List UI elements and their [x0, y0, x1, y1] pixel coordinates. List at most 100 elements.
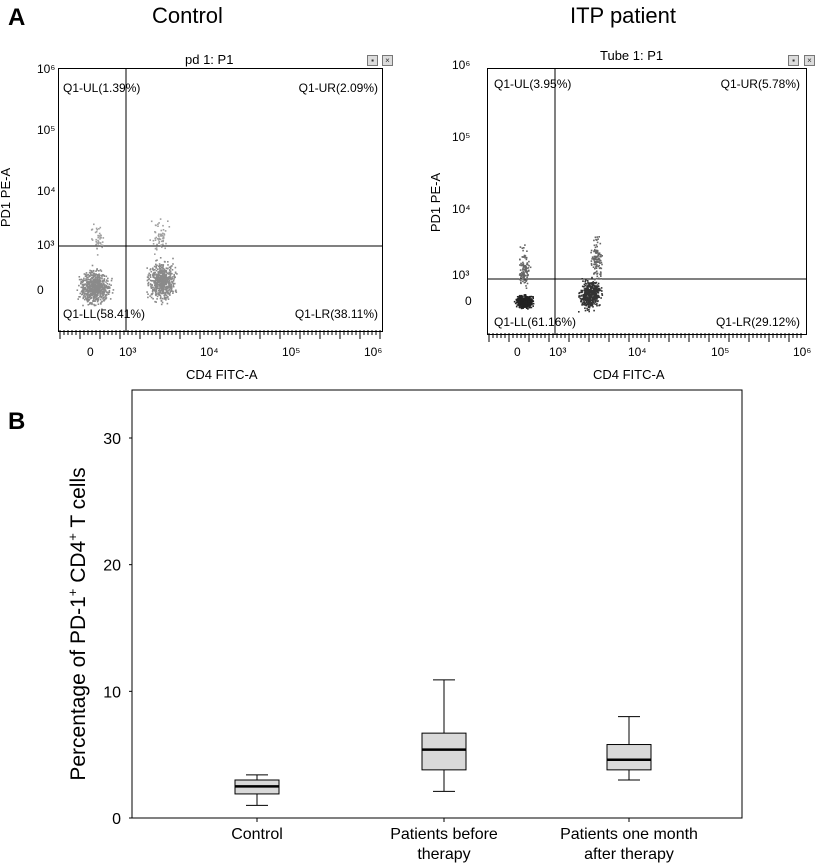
- event-dot: [588, 282, 591, 284]
- event-dot: [155, 259, 157, 262]
- event-dot: [94, 280, 96, 282]
- event-dot: [595, 267, 598, 269]
- event-dot: [167, 278, 169, 281]
- event-dot: [591, 276, 593, 279]
- event-dot: [84, 275, 87, 277]
- event-dot: [523, 272, 525, 274]
- event-dot: [152, 239, 155, 242]
- event-dot: [154, 287, 157, 289]
- event-dot: [164, 275, 167, 278]
- event-dot: [82, 285, 85, 288]
- event-dot: [580, 300, 582, 303]
- event-dot: [600, 254, 602, 256]
- event-dot: [596, 298, 598, 300]
- event-dot: [593, 278, 596, 281]
- event-dot: [96, 297, 99, 299]
- event-dot: [98, 275, 101, 278]
- event-dot: [169, 272, 172, 275]
- event-dot: [167, 261, 169, 263]
- event-dot: [594, 255, 597, 258]
- event-dot: [147, 284, 150, 287]
- event-dot: [162, 232, 164, 235]
- event-dot: [161, 266, 164, 269]
- event-dot: [170, 278, 173, 281]
- event-dot: [162, 270, 164, 273]
- event-dot: [162, 267, 165, 270]
- event-dot: [162, 282, 164, 285]
- event-dot: [593, 309, 595, 312]
- event-dot: [597, 253, 600, 256]
- close-icon[interactable]: ×: [804, 55, 815, 66]
- event-dot: [158, 264, 161, 267]
- event-dot: [168, 289, 171, 291]
- event-dot: [596, 241, 599, 244]
- event-dot: [527, 304, 530, 306]
- event-dot: [596, 249, 599, 252]
- event-dot: [600, 261, 603, 264]
- event-dot: [97, 277, 100, 279]
- event-dot: [522, 276, 524, 278]
- event-dot: [102, 274, 104, 276]
- restore-icon[interactable]: ▪: [367, 55, 378, 66]
- event-dot: [585, 303, 588, 306]
- event-dot: [101, 277, 103, 280]
- event-dot: [163, 283, 166, 286]
- event-dot: [532, 297, 534, 300]
- event-dot: [92, 297, 95, 299]
- event-dot: [174, 271, 177, 274]
- event-dot: [165, 297, 168, 299]
- event-dot: [152, 267, 154, 270]
- event-dot: [593, 257, 596, 260]
- event-dot: [91, 291, 94, 294]
- event-dot: [109, 298, 112, 300]
- event-dot: [159, 278, 161, 280]
- event-dot: [171, 272, 173, 275]
- event-dot: [92, 296, 95, 298]
- control-xtick: 10⁴: [200, 345, 219, 359]
- event-dot: [527, 296, 530, 298]
- event-dot: [520, 264, 523, 267]
- event-dot: [86, 281, 88, 284]
- event-dot: [106, 294, 108, 296]
- event-dot: [96, 285, 99, 288]
- event-dot: [522, 305, 524, 308]
- event-dot: [594, 295, 596, 297]
- event-dot: [591, 304, 594, 306]
- event-dot: [520, 262, 522, 265]
- event-dot: [594, 257, 596, 260]
- event-dot: [172, 257, 174, 260]
- event-dot: [157, 283, 159, 286]
- event-dot: [111, 292, 114, 294]
- event-dot: [148, 272, 150, 275]
- event-dot: [593, 288, 595, 290]
- event-dot: [162, 288, 165, 291]
- event-dot: [599, 289, 602, 292]
- event-dot: [528, 306, 531, 309]
- event-dot: [599, 259, 601, 261]
- event-dot: [162, 276, 165, 278]
- event-dot: [174, 276, 176, 278]
- event-dot: [150, 270, 153, 273]
- event-dot: [581, 302, 584, 305]
- event-dot: [529, 304, 531, 307]
- event-dot: [90, 293, 92, 295]
- event-dot: [97, 243, 99, 245]
- event-dot: [585, 289, 587, 292]
- event-dot: [598, 288, 601, 290]
- event-dot: [591, 292, 593, 294]
- restore-icon[interactable]: ▪: [788, 55, 799, 66]
- control-xlabel: CD4 FITC-A: [186, 367, 258, 382]
- event-dot: [149, 279, 152, 282]
- event-dot: [585, 300, 588, 302]
- event-dot: [91, 238, 93, 240]
- close-icon[interactable]: ×: [382, 55, 393, 66]
- event-dot: [174, 266, 177, 269]
- event-dot: [83, 287, 85, 289]
- event-dot: [165, 242, 167, 245]
- event-dot: [529, 266, 532, 269]
- event-dot: [151, 274, 154, 276]
- event-dot: [149, 276, 152, 278]
- event-dot: [520, 271, 523, 274]
- event-dot: [103, 284, 106, 287]
- event-dot: [167, 277, 170, 279]
